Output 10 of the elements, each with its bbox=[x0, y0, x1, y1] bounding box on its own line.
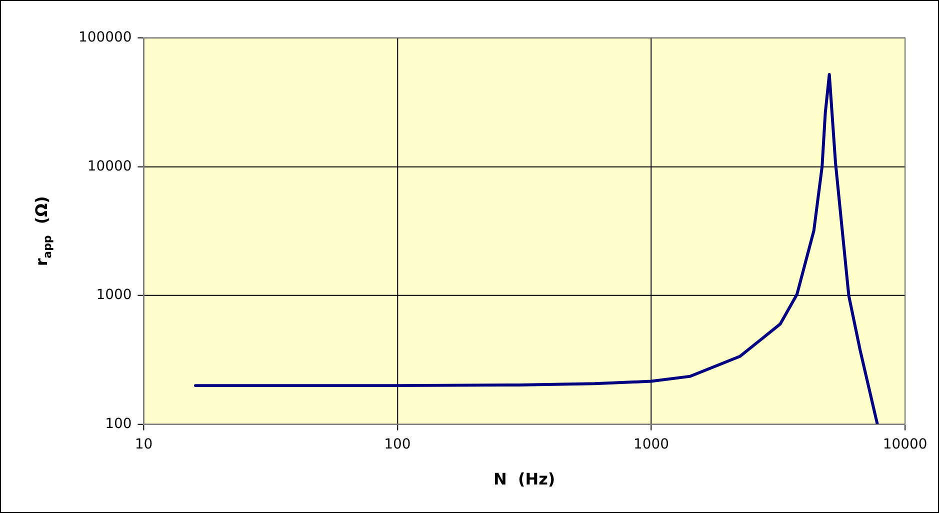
x-axis-title: N (Hz) bbox=[494, 470, 556, 489]
y-tick-label: 1000 bbox=[96, 287, 132, 304]
x-tick-label: 100 bbox=[384, 436, 411, 452]
y-tick-label: 10000 bbox=[87, 158, 132, 174]
y-tick-label: 100 bbox=[105, 416, 132, 432]
y-tick-label: 100000 bbox=[78, 29, 132, 46]
x-tick-label: 10 bbox=[134, 436, 153, 452]
x-tick-label: 10000 bbox=[882, 436, 928, 452]
y-axis-title: rapp (Ω) bbox=[32, 196, 54, 266]
x-tick-label: 1000 bbox=[634, 436, 670, 452]
